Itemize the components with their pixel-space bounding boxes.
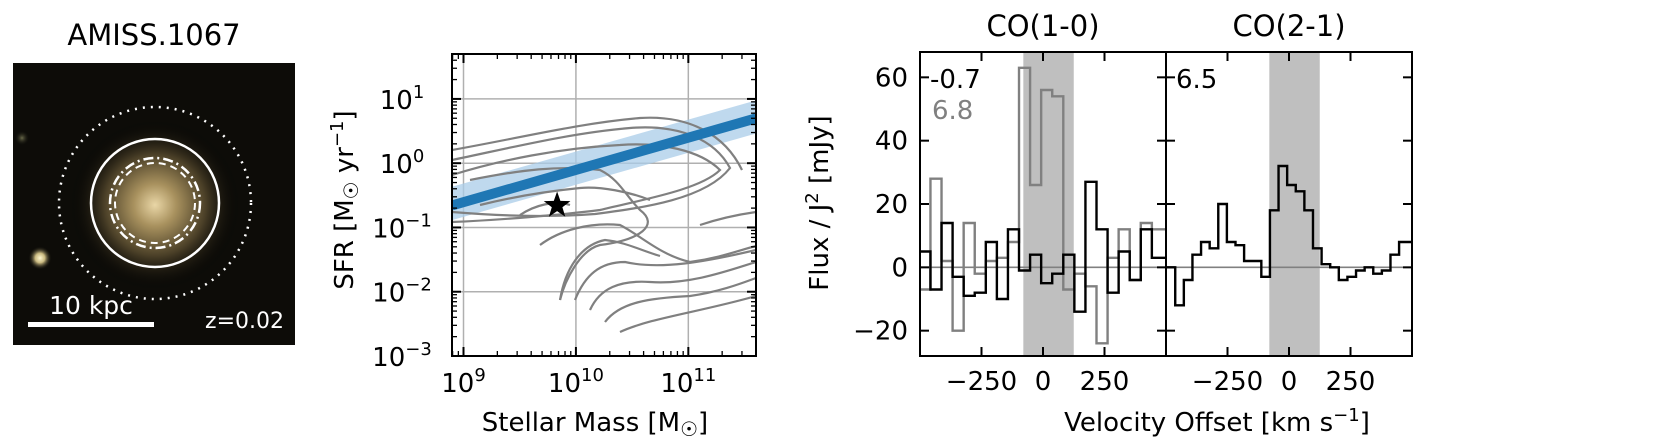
- sfms-ytick-label: 101: [380, 82, 425, 116]
- spectrum-xtick-label: 0: [1281, 367, 1298, 397]
- spectrum-panel-1: −250 0 250 60 40 20 0 −20 CO(1-0)-0.76.8: [853, 9, 1167, 397]
- spectrum-title: CO(1-0): [986, 9, 1099, 43]
- scale-bar: [28, 322, 154, 327]
- value-label-black: -0.7: [930, 65, 981, 95]
- density-contour: [604, 276, 756, 323]
- galaxy-body: [70, 120, 240, 290]
- faint-source: [14, 130, 30, 146]
- spectrum-plot-area: [1166, 52, 1412, 356]
- sfms-panel: 109 1010 1011 101 100 10−1 10−2 10−3 Stellar Ma…: [327, 53, 757, 441]
- spectrum-xtick-label: 0: [1035, 367, 1052, 397]
- sfms-xlabel: Stellar Mass [M☉]: [482, 408, 708, 441]
- sfms-frame: [451, 53, 757, 357]
- spectrum-ytick-label: 20: [875, 190, 908, 220]
- sfms-ytick-label: 10−3: [372, 339, 432, 373]
- redshift-label: z=0.02: [205, 309, 284, 334]
- spectrum-ytick-label: −20: [853, 317, 908, 347]
- spectrum-black-series: [920, 180, 1166, 313]
- galaxy-star-marker: [543, 191, 571, 217]
- spectrum-black-series: [1166, 164, 1412, 307]
- galaxy-title: AMISS.1067: [67, 18, 240, 52]
- spectra-panels: −250 0 250 60 40 20 0 −20 CO(1-0)-0.76.8 −250 0 250…: [853, 9, 1413, 397]
- spectrum-title: CO(2-1): [1232, 9, 1345, 43]
- sfms-ylabel: SFR [M☉ yr−1]: [327, 110, 363, 289]
- spectrum-panel-2: −250 0 250 CO(2-1) 6.5: [1165, 9, 1413, 397]
- spectra-ylabel: Flux / J2 [mJy]: [802, 115, 835, 290]
- density-contour: [452, 126, 732, 218]
- main-sequence-line: [452, 113, 756, 211]
- spectrum-ytick-label: 0: [891, 253, 908, 283]
- density-contour: [452, 116, 743, 171]
- value-label-gray: 6.8: [932, 96, 973, 126]
- sfms-ticks: 109 1010 1011 101 100 10−1 10−2 10−3: [372, 53, 757, 399]
- spectrum-gray-series: [920, 66, 1166, 345]
- value-label-black: 6.5: [1176, 65, 1217, 95]
- spectrum-xtick-label: 250: [1080, 367, 1130, 397]
- galaxy-image: 10 kpc z=0.02: [13, 63, 295, 345]
- density-contour: [588, 260, 756, 311]
- sfms-ytick-label: 10−1: [372, 210, 432, 244]
- spectrum-xtick-label: 250: [1326, 367, 1376, 397]
- density-contour: [619, 294, 756, 333]
- spectra-xlabel: Velocity Offset [km s−1]: [1064, 405, 1370, 438]
- sfms-xtick-label: 109: [441, 365, 486, 399]
- outer-dotted-aperture: [57, 105, 253, 301]
- solid-aperture: [89, 137, 221, 269]
- sfms-ytick-label: 100: [380, 146, 425, 180]
- spectrum-plot-area: [920, 52, 1166, 356]
- sfms-ytick-label: 10−2: [372, 275, 432, 309]
- spectrum-ytick-label: 40: [875, 127, 908, 157]
- contours-group: [452, 116, 756, 333]
- foreground-star: [28, 246, 52, 270]
- density-contour: [539, 223, 756, 264]
- spectrum-ytick-label: 60: [875, 63, 908, 93]
- spectrum-xtick-label: −250: [946, 367, 1017, 397]
- density-contour: [558, 238, 661, 301]
- sfms-xtick-label: 1010: [548, 365, 604, 399]
- density-contour: [573, 248, 756, 301]
- dashdot-aperture: [108, 156, 202, 250]
- line-window-shade: [1269, 52, 1320, 356]
- dashed-aperture: [114, 162, 196, 244]
- line-window-shade: [1023, 52, 1074, 356]
- density-contour: [469, 166, 649, 301]
- density-contour: [699, 210, 756, 227]
- scale-bar-label: 10 kpc: [49, 291, 133, 320]
- sfms-xtick-label: 1011: [660, 365, 716, 399]
- spectrum-xtick-label: −250: [1192, 367, 1263, 397]
- density-contour: [479, 186, 651, 207]
